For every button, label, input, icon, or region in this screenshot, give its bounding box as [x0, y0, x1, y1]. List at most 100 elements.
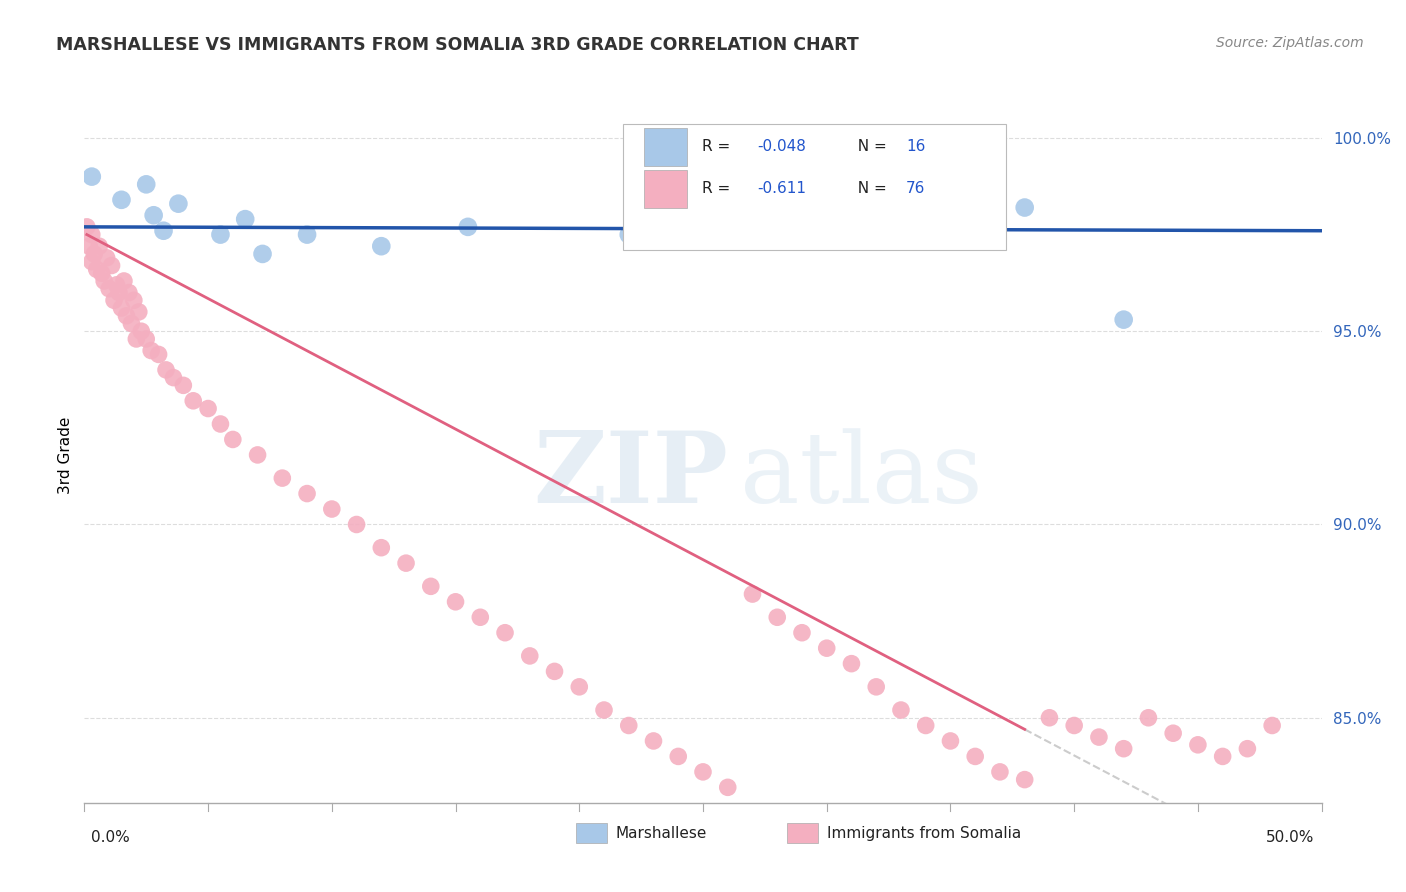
Text: Immigrants from Somalia: Immigrants from Somalia [827, 826, 1021, 840]
Point [112, 274, 135, 288]
Point [181, 393, 204, 408]
Point [1212, 749, 1234, 764]
Point [135, 178, 157, 192]
Text: ZIP: ZIP [533, 427, 728, 524]
Point [841, 657, 863, 671]
Point [370, 239, 392, 253]
Text: -0.611: -0.611 [758, 181, 807, 196]
Point [110, 301, 132, 315]
Point [108, 285, 131, 300]
Point [1161, 726, 1184, 740]
Point [271, 471, 294, 485]
Point [790, 216, 813, 230]
Point [86, 262, 108, 277]
Point [93, 274, 115, 288]
Point [90, 266, 112, 280]
Point [76, 219, 98, 234]
Point [129, 324, 152, 338]
Point [1014, 772, 1036, 787]
Point [110, 193, 132, 207]
Point [370, 541, 392, 555]
Text: 0.0%: 0.0% [91, 830, 131, 845]
Point [295, 227, 318, 242]
Point [115, 309, 138, 323]
Point [568, 680, 591, 694]
Point [593, 703, 616, 717]
Point [155, 363, 177, 377]
Point [246, 448, 269, 462]
Text: Marshallese: Marshallese [616, 826, 707, 840]
Point [914, 718, 936, 732]
Point [766, 610, 789, 624]
Point [152, 224, 174, 238]
Text: Source: ZipAtlas.com: Source: ZipAtlas.com [1216, 36, 1364, 50]
FancyBboxPatch shape [623, 124, 1007, 250]
Point [83, 247, 105, 261]
Point [1236, 741, 1258, 756]
Point [741, 587, 763, 601]
Point [100, 259, 122, 273]
Point [142, 208, 165, 222]
Point [939, 734, 962, 748]
Point [209, 417, 232, 431]
Text: N =: N = [848, 139, 891, 154]
Point [167, 196, 190, 211]
Point [148, 347, 170, 361]
Point [865, 680, 887, 694]
Text: N =: N = [848, 181, 891, 196]
Bar [644, 128, 688, 166]
Point [419, 579, 441, 593]
Text: R =: R = [702, 181, 735, 196]
Point [118, 285, 141, 300]
Point [120, 317, 142, 331]
Point [103, 293, 125, 308]
Point [790, 625, 813, 640]
Point [543, 665, 565, 679]
Point [172, 378, 194, 392]
Point [346, 517, 368, 532]
Point [395, 556, 418, 570]
Point [617, 718, 640, 732]
Point [1112, 312, 1135, 326]
Point [717, 780, 740, 795]
Point [135, 332, 157, 346]
Point [1063, 718, 1085, 732]
Point [80, 254, 103, 268]
Bar [644, 169, 688, 208]
Text: 16: 16 [905, 139, 925, 154]
Text: MARSHALLESE VS IMMIGRANTS FROM SOMALIA 3RD GRADE CORRELATION CHART: MARSHALLESE VS IMMIGRANTS FROM SOMALIA 3… [56, 36, 859, 54]
Point [692, 764, 714, 779]
Point [1038, 711, 1060, 725]
Point [457, 219, 479, 234]
Point [96, 251, 118, 265]
Point [222, 433, 245, 447]
Point [105, 277, 128, 292]
Point [233, 212, 256, 227]
Point [494, 625, 516, 640]
Point [89, 239, 111, 253]
Point [79, 239, 101, 253]
Point [122, 293, 145, 308]
Point [890, 703, 912, 717]
Point [1187, 738, 1209, 752]
Point [252, 247, 274, 261]
Point [470, 610, 492, 624]
Point [80, 227, 103, 242]
Point [295, 486, 318, 500]
Text: atlas: atlas [740, 428, 983, 524]
Point [965, 749, 987, 764]
Point [125, 332, 148, 346]
Point [321, 502, 343, 516]
Point [141, 343, 163, 358]
Point [519, 648, 541, 663]
Point [1088, 730, 1111, 744]
Point [1014, 201, 1036, 215]
Text: 50.0%: 50.0% [1267, 830, 1315, 845]
Point [643, 734, 665, 748]
Y-axis label: 3rd Grade: 3rd Grade [58, 417, 73, 493]
Text: -0.048: -0.048 [758, 139, 806, 154]
Point [128, 305, 150, 319]
Point [1261, 718, 1284, 732]
Point [815, 641, 838, 656]
Text: R =: R = [702, 139, 735, 154]
